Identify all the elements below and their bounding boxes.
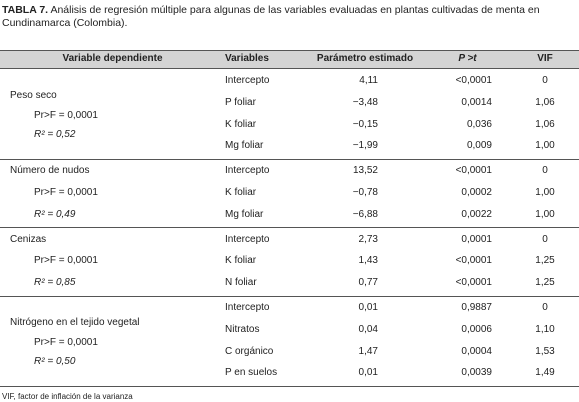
group-r2: R² = 0,49 — [34, 208, 76, 220]
group-r2: R² = 0,85 — [34, 277, 76, 289]
cell: 0,009 — [466, 140, 492, 152]
cell: 0,0022 — [461, 208, 492, 220]
footnote: VIF, factor de inflación de la varianza — [2, 392, 133, 401]
cell: <0,0001 — [455, 75, 492, 86]
cell: 0,01 — [358, 367, 378, 379]
header-cell: Parámetro estimado — [316, 53, 414, 64]
cell: <0,0001 — [455, 255, 492, 267]
cell: 0 — [542, 302, 548, 313]
header-cell: P >t — [458, 53, 477, 64]
title-label: TABLA 7. — [2, 4, 49, 16]
group-pr: Pr>F = 0,0001 — [34, 187, 98, 198]
cell: −0,78 — [352, 187, 378, 198]
cell: C orgánico — [225, 345, 274, 357]
cell: 0,04 — [358, 323, 378, 335]
cell: Mg foliar — [225, 208, 264, 220]
cell: −6,88 — [352, 208, 378, 220]
cell: 1,47 — [358, 345, 378, 357]
row-separator — [0, 227, 579, 229]
cell: 1,06 — [535, 118, 555, 130]
header-row — [0, 50, 579, 69]
cell: 1,43 — [358, 255, 378, 267]
cell: 0,77 — [358, 277, 378, 289]
cell: 1,00 — [535, 140, 555, 152]
group-pr: Pr>F = 0,0001 — [34, 109, 98, 121]
cell: 0 — [542, 75, 548, 86]
cell: 1,25 — [535, 277, 555, 289]
cell: −0,15 — [352, 118, 378, 130]
cell: 2,73 — [358, 233, 378, 245]
group-pr: Pr>F = 0,0001 — [34, 255, 98, 267]
header-cell: Variables — [225, 53, 269, 64]
cell: 0,01 — [358, 302, 378, 313]
cell: 0,0001 — [461, 233, 492, 245]
cell: 1,49 — [535, 367, 555, 379]
cell: Intercepto — [225, 233, 270, 245]
cell: K foliar — [225, 187, 257, 198]
cell: −3,48 — [352, 96, 378, 108]
cell: 0,0004 — [461, 345, 492, 357]
group-name: Cenizas — [10, 233, 47, 245]
title: TABLA 7. Análisis de regresión múltiple … — [2, 4, 574, 30]
group-pr: Pr>F = 0,0001 — [34, 336, 98, 348]
cell: P foliar — [225, 96, 256, 108]
cell: 0,0002 — [461, 187, 492, 198]
cell: 1,00 — [535, 208, 555, 220]
cell: <0,0001 — [455, 165, 492, 177]
header-cell: VIF — [537, 53, 553, 64]
cell: K foliar — [225, 118, 257, 130]
cell: 0,0014 — [461, 96, 492, 108]
cell: 1,25 — [535, 255, 555, 267]
title-text: Análisis de regresión múltiple para algu… — [2, 4, 540, 29]
row-separator — [0, 385, 579, 387]
cell: Nitratos — [225, 323, 260, 335]
cell: 1,06 — [535, 96, 555, 108]
cell: 1,53 — [535, 345, 555, 357]
cell: 4,11 — [359, 75, 378, 86]
cell: 0,9887 — [461, 302, 492, 313]
cell: 13,52 — [352, 165, 378, 177]
group-name: Número de nudos — [10, 165, 90, 177]
row-separator — [0, 295, 579, 297]
cell: 0,0039 — [461, 367, 492, 379]
cell: 0 — [542, 165, 548, 177]
cell: 1,00 — [535, 187, 555, 198]
group-r2: R² = 0,52 — [34, 129, 76, 140]
group-name: Peso seco — [10, 90, 57, 101]
header-cell: Variable dependiente — [62, 53, 163, 64]
cell: N foliar — [225, 277, 257, 289]
cell: 0,0006 — [461, 323, 492, 335]
cell: Mg foliar — [225, 140, 264, 152]
cell: Intercepto — [225, 165, 270, 177]
cell: 0 — [542, 233, 548, 245]
cell: 0,036 — [466, 118, 492, 130]
cell: K foliar — [225, 255, 257, 267]
cell: <0,0001 — [455, 277, 492, 289]
cell: 1,10 — [535, 323, 555, 335]
cell: −1,99 — [352, 140, 378, 152]
row-separator — [0, 158, 579, 160]
group-name: Nitrógeno en el tejido vegetal — [10, 317, 140, 328]
cell: Intercepto — [225, 75, 270, 86]
group-r2: R² = 0,50 — [34, 356, 76, 367]
cell: P en suelos — [225, 367, 278, 379]
cell: Intercepto — [225, 302, 270, 313]
